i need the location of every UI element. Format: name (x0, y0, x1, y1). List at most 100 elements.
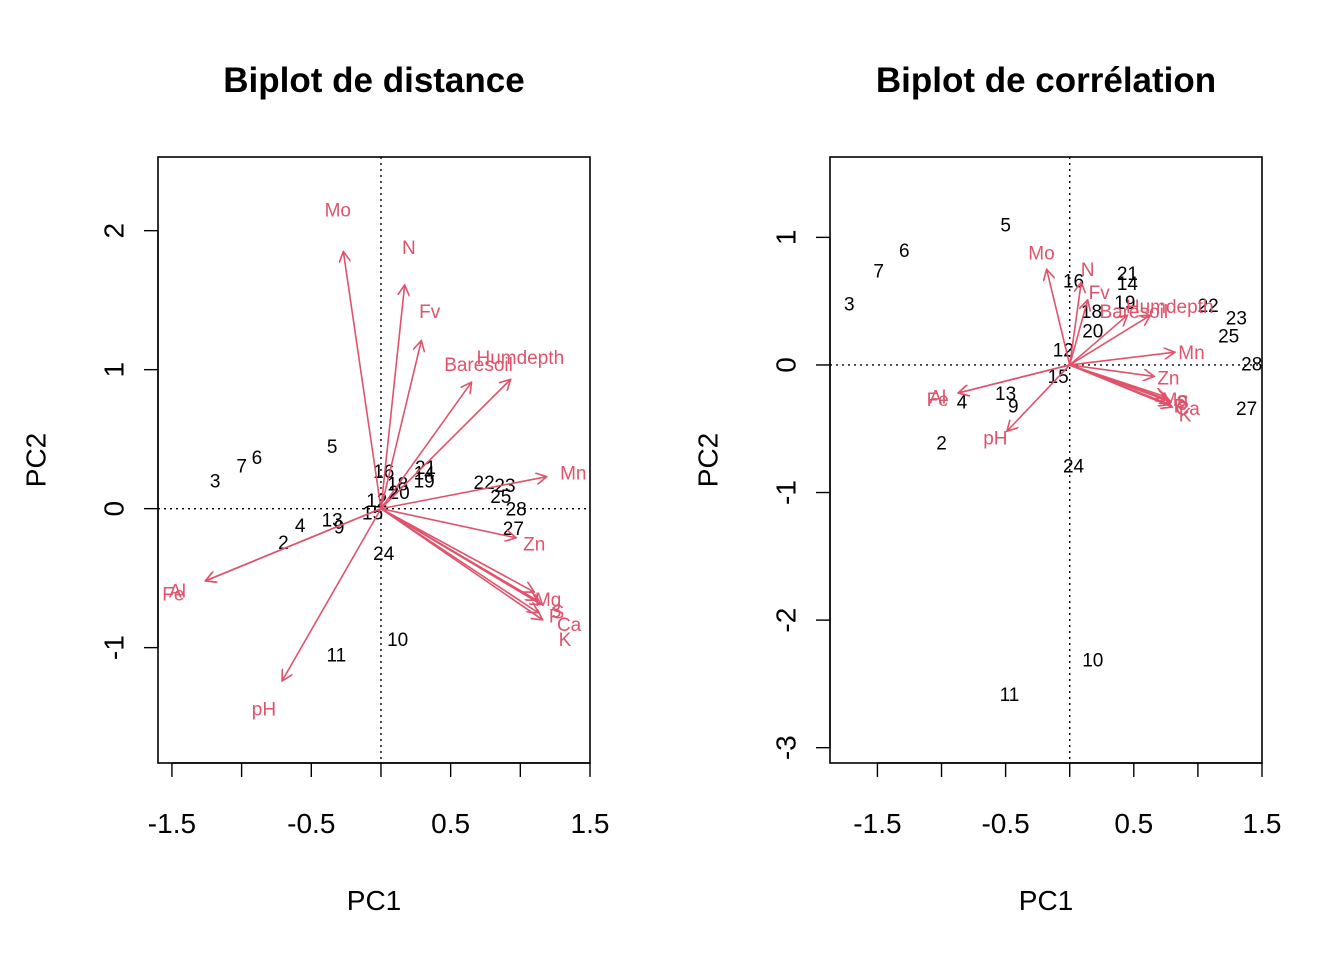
variable-label-al: Al (169, 582, 186, 603)
observation-label: 6 (252, 448, 263, 469)
observation-label: 3 (844, 294, 855, 315)
y-axis-label: PC2 (693, 433, 724, 487)
chart-title: Biplot de corrélation (876, 61, 1216, 100)
observation-label: 9 (334, 518, 345, 539)
variable-label-k: K (559, 630, 572, 651)
observation-label: 7 (236, 456, 247, 477)
observation-label: 10 (1082, 650, 1103, 671)
variable-label-fv: Fv (419, 302, 441, 323)
y-tick-label: -3 (771, 735, 802, 760)
observation-label: 19 (414, 472, 435, 493)
variable-label-mg: Mg (1162, 390, 1188, 411)
variable-label-zn: Zn (523, 534, 545, 555)
x-axis-label: PC1 (1019, 885, 1073, 916)
observation-label: 12 (1053, 340, 1074, 361)
y-axis-label: PC2 (21, 433, 52, 487)
variable-label-mn: Mn (560, 463, 586, 484)
variable-label-baresoil: Baresoil (1099, 302, 1168, 323)
variable-arrow-zn (380, 507, 516, 538)
variable-label-ca: Ca (1176, 399, 1201, 420)
y-axis: -1 0 1 2 PC2 (21, 223, 159, 660)
observation-label: 21 (415, 458, 436, 479)
observation-label: 4 (957, 393, 968, 414)
observation-labels: 2345679101112131516181920211422232528272… (210, 437, 527, 666)
correlation-biplot-panel: Biplot de corrélation -1.5 -0.5 0.5 1.5 PC1 -3… (693, 61, 1282, 916)
observation-label: 14 (1117, 274, 1139, 295)
variable-label-al: Al (929, 388, 946, 409)
variable-label-mn: Mn (1178, 343, 1204, 364)
observation-label: 15 (362, 504, 383, 525)
variable-label-fe: Fe (927, 390, 949, 411)
variable-label-baresoil: Baresoil (444, 355, 513, 376)
variable-arrow-p (380, 507, 541, 605)
observation-label: 19 (1114, 293, 1135, 314)
variable-label-ca: Ca (557, 615, 582, 636)
variable-arrow-k (380, 507, 538, 613)
observation-label: 22 (1198, 296, 1219, 317)
variable-label-humdepth: Humdepth (476, 348, 564, 369)
observation-label: 24 (1063, 457, 1085, 478)
variable-arrow-n (380, 285, 405, 509)
observation-label: 14 (414, 463, 436, 484)
variable-arrow-s (380, 507, 534, 592)
x-tick-label: 0.5 (1114, 808, 1153, 839)
observation-label: 23 (1226, 309, 1247, 330)
variable-label-fv: Fv (1089, 283, 1111, 304)
observation-label: 21 (1117, 264, 1138, 285)
observation-label: 22 (474, 473, 495, 494)
observation-label: 24 (373, 544, 395, 565)
variable-label-mg: Mg (535, 590, 561, 611)
variable-arrow-fe (958, 364, 1070, 393)
observation-label: 3 (210, 472, 221, 493)
variable-arrow-baresoil (380, 382, 472, 510)
x-axis: -1.5 -0.5 0.5 1.5 PC1 (148, 762, 610, 916)
variable-arrow-n (1068, 282, 1082, 366)
observation-label: 25 (490, 487, 511, 508)
x-axis: -1.5 -0.5 0.5 1.5 PC1 (853, 762, 1281, 916)
variable-label-s: S (552, 602, 565, 623)
variable-label-zn: Zn (1157, 368, 1179, 389)
observation-labels: 2345679101112131415161819202122232425272… (844, 215, 1262, 705)
y-tick-label: -2 (771, 608, 802, 633)
y-tick-label: 0 (99, 501, 130, 517)
variable-label-ph: pH (252, 700, 276, 721)
observation-label: 27 (1236, 399, 1257, 420)
variable-arrow-fv (380, 340, 421, 509)
x-tick-label: -1.5 (148, 808, 196, 839)
observation-label: 6 (899, 241, 910, 262)
variable-arrow-humdepth (380, 379, 511, 510)
y-tick-label: 1 (99, 362, 130, 378)
variable-arrow-ph (282, 508, 382, 681)
observation-label: 5 (327, 437, 338, 458)
observation-label: 11 (1000, 685, 1020, 706)
variable-arrow-mn (1069, 352, 1175, 366)
variable-arrow-fe (205, 507, 382, 581)
x-tick-label: 0.5 (431, 808, 470, 839)
variable-arrow-mo (343, 252, 382, 509)
x-tick-label: -1.5 (853, 808, 901, 839)
variable-arrow-fv (1068, 300, 1088, 366)
observation-label: 28 (1241, 354, 1262, 375)
variable-arrow-mn (380, 477, 547, 510)
observation-label: 23 (494, 476, 515, 497)
variable-arrow-k (1069, 364, 1170, 405)
observation-label: 4 (295, 516, 306, 537)
x-tick-label: 1.5 (571, 808, 610, 839)
variable-label-p: P (1174, 397, 1187, 418)
variable-label-n: N (1081, 260, 1095, 281)
y-axis: -3 -2 -1 0 1 PC2 (693, 230, 831, 760)
variable-label-k: K (1179, 405, 1192, 426)
y-tick-label: 1 (771, 230, 802, 246)
y-tick-label: 2 (99, 223, 130, 239)
observation-label: 20 (1082, 321, 1103, 342)
distance-biplot-panel: Biplot de distance -1.5 -0.5 0.5 1.5 PC1 -1 0 1 2… (21, 61, 610, 916)
variable-label-mo: Mo (325, 201, 351, 222)
observation-label: 10 (387, 630, 408, 651)
y-tick-label: 0 (771, 357, 802, 373)
variable-arrow-ph (1007, 364, 1071, 431)
variable-arrow-mo (1047, 269, 1071, 366)
variable-label-p: P (549, 607, 562, 628)
